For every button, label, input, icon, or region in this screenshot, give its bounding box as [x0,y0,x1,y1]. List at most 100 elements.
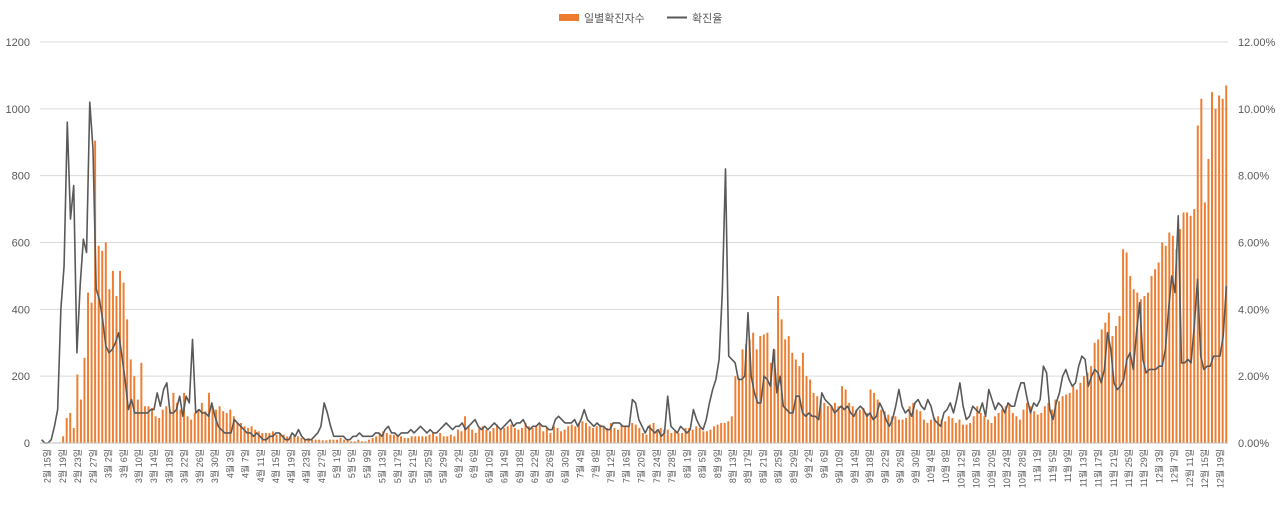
bar [859,410,861,443]
bar [674,431,676,443]
x-tick-label: 4월 3일 [224,449,235,478]
x-tick-label: 8월 5일 [697,449,708,478]
x-tick-label: 8월 25일 [773,449,784,483]
bar [236,423,238,443]
bar [1037,415,1039,443]
bar [926,423,928,443]
bar [461,431,463,443]
bar [1161,243,1163,444]
bar [1094,343,1096,443]
bar [631,423,633,443]
bar [1204,202,1206,443]
bar [421,436,423,443]
x-tick-label: 5월 17일 [392,449,403,483]
bar [503,428,505,443]
bar [546,428,548,443]
x-tick-label: 6월 2일 [453,449,464,478]
x-tick-label: 5월 25일 [422,449,433,483]
bar [432,433,434,443]
bar [265,433,267,443]
bar [838,406,840,443]
bar [1172,236,1174,443]
bar [478,428,480,443]
x-tick-label: 7월 28일 [666,449,677,483]
bar [560,431,562,443]
bar [994,416,996,443]
bar [197,410,199,443]
x-tick-label: 3월 26일 [194,449,205,483]
bar [791,353,793,443]
bar [955,423,957,443]
bar [140,363,142,443]
x-tick-label: 7월 12일 [605,449,616,483]
bar [151,408,153,443]
bar [443,436,445,443]
bar [80,400,82,443]
bar [944,421,946,443]
bar [667,430,669,443]
bar [589,426,591,443]
x-tick-label: 12월 7일 [1169,449,1180,483]
bar [112,271,114,443]
x-tick-label: 4월 15일 [270,449,281,483]
x-tick-label: 11월 1일 [1032,449,1043,482]
x-tick-label: 4월 7일 [240,449,251,478]
bar [784,339,786,443]
x-tick-label: 3월 30일 [209,449,220,483]
x-tick-label: 5월 13일 [377,449,388,483]
bar [1072,386,1074,443]
x-tick-label: 8월 29일 [788,449,799,483]
bar [1062,396,1064,443]
x-tick-label: 4월 27일 [316,449,327,483]
y-left-tick-label: 0 [24,438,30,450]
bar [845,390,847,443]
bar [574,426,576,443]
bar [898,420,900,443]
x-tick-label: 12월 15일 [1199,449,1210,488]
bar [1015,416,1017,443]
bar [108,289,110,443]
bar [969,423,971,443]
x-tick-label: 4월 23일 [301,449,312,483]
bar [987,420,989,443]
bar [894,416,896,443]
x-tick-label: 6월 6일 [468,449,479,478]
x-tick-label: 10월 4일 [925,449,936,483]
bar [677,433,679,443]
bar [500,430,502,443]
x-tick-label: 11월 21일 [1108,449,1119,487]
bar [1215,109,1217,443]
bar [603,426,605,443]
bar [834,403,836,443]
x-tick-label: 4월 11일 [255,449,266,482]
bar [411,436,413,443]
bar [400,436,402,443]
bar [1001,410,1003,443]
bar [165,406,167,443]
x-tick-label: 8월 21일 [757,449,768,483]
bar [343,440,345,443]
bar [1218,95,1220,443]
bar [813,393,815,443]
bar [436,436,438,443]
bar [386,433,388,443]
bar [429,435,431,443]
bar [340,438,342,443]
bar [521,428,523,443]
bar [222,411,224,443]
bar [702,431,704,443]
x-tick-label: 5월 29일 [438,449,449,483]
bar [553,426,555,443]
bar [62,436,64,443]
bar [1154,269,1156,443]
bar [581,421,583,443]
bar [542,431,544,443]
bar [1069,393,1071,443]
bar [706,431,708,443]
bar [724,423,726,443]
bar [69,413,71,443]
x-tick-label: 5월 1일 [331,449,342,478]
bar [1065,395,1067,443]
x-tick-label: 2월 19일 [57,449,68,483]
